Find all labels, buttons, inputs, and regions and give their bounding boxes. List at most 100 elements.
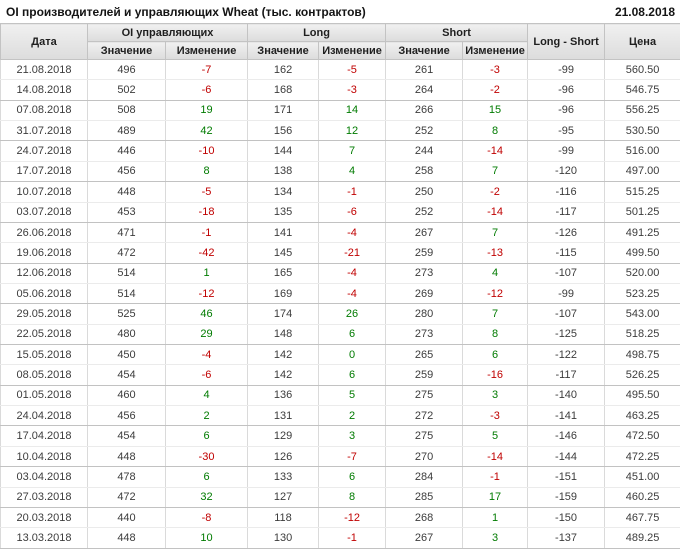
oi-value-cell: 450 [88, 345, 166, 365]
oi-value-cell: 446 [88, 141, 166, 161]
date-cell: 10.07.2018 [1, 182, 88, 202]
short-change-cell: -14 [463, 202, 528, 222]
short-change-cell: 1 [463, 507, 528, 527]
long-change-cell: -5 [319, 60, 386, 80]
date-cell: 07.08.2018 [1, 100, 88, 120]
long-value-cell: 138 [248, 161, 319, 181]
price-cell: 546.75 [605, 80, 680, 100]
long-value-cell: 174 [248, 304, 319, 324]
short-value-cell: 244 [386, 141, 463, 161]
long-change-cell: 6 [319, 467, 386, 487]
date-cell: 05.06.2018 [1, 283, 88, 303]
short-value-cell: 269 [386, 283, 463, 303]
short-value-cell: 285 [386, 487, 463, 507]
price-cell: 556.25 [605, 100, 680, 120]
oi-change-cell: 4 [166, 385, 248, 405]
date-cell: 14.08.2018 [1, 80, 88, 100]
oi-value-cell: 454 [88, 365, 166, 385]
short-value-cell: 273 [386, 263, 463, 283]
short-change-cell: -1 [463, 467, 528, 487]
short-value-cell: 261 [386, 60, 463, 80]
oi-change-cell: -1 [166, 222, 248, 242]
price-cell: 515.25 [605, 182, 680, 202]
long-change-cell: 6 [319, 324, 386, 344]
long-change-cell: 6 [319, 365, 386, 385]
price-cell: 460.25 [605, 487, 680, 507]
page-title: OI производителей и управляющих Wheat (т… [6, 5, 366, 19]
long-value-cell: 169 [248, 283, 319, 303]
short-value-cell: 258 [386, 161, 463, 181]
short-value-cell: 252 [386, 121, 463, 141]
short-value-cell: 270 [386, 446, 463, 466]
oi-change-cell: 6 [166, 467, 248, 487]
oi-change-cell: 29 [166, 324, 248, 344]
short-value-cell: 275 [386, 426, 463, 446]
oi-change-cell: -7 [166, 60, 248, 80]
header-oi-group: OI управляющих [88, 24, 248, 42]
price-cell: 543.00 [605, 304, 680, 324]
oi-change-cell: -12 [166, 283, 248, 303]
long-value-cell: 131 [248, 406, 319, 426]
long-short-cell: -122 [528, 345, 605, 365]
short-change-cell: -13 [463, 243, 528, 263]
oi-value-cell: 448 [88, 528, 166, 548]
date-cell: 13.03.2018 [1, 528, 88, 548]
short-value-cell: 280 [386, 304, 463, 324]
oi-value-cell: 456 [88, 406, 166, 426]
short-change-cell: 8 [463, 324, 528, 344]
price-cell: 516.00 [605, 141, 680, 161]
long-value-cell: 142 [248, 345, 319, 365]
date-cell: 10.04.2018 [1, 446, 88, 466]
price-cell: 467.75 [605, 507, 680, 527]
table-header: Дата OI управляющих Long Short Long - Sh… [1, 24, 680, 60]
oi-change-cell: -42 [166, 243, 248, 263]
short-value-cell: 273 [386, 324, 463, 344]
short-value-cell: 284 [386, 467, 463, 487]
price-cell: 518.25 [605, 324, 680, 344]
short-change-cell: 5 [463, 426, 528, 446]
long-value-cell: 133 [248, 467, 319, 487]
long-short-cell: -146 [528, 426, 605, 446]
oi-change-cell: -18 [166, 202, 248, 222]
oi-change-cell: 46 [166, 304, 248, 324]
long-value-cell: 136 [248, 385, 319, 405]
oi-value-cell: 448 [88, 446, 166, 466]
long-change-cell: -6 [319, 202, 386, 222]
date-cell: 22.05.2018 [1, 324, 88, 344]
oi-change-cell: 42 [166, 121, 248, 141]
oi-table: Дата OI управляющих Long Short Long - Sh… [0, 23, 680, 549]
short-value-cell: 265 [386, 345, 463, 365]
long-short-cell: -99 [528, 283, 605, 303]
short-value-cell: 275 [386, 385, 463, 405]
short-change-cell: -3 [463, 406, 528, 426]
header-long-short: Long - Short [528, 24, 605, 60]
long-short-cell: -137 [528, 528, 605, 548]
long-change-cell: 3 [319, 426, 386, 446]
long-change-cell: 5 [319, 385, 386, 405]
oi-change-cell: 10 [166, 528, 248, 548]
date-cell: 01.05.2018 [1, 385, 88, 405]
oi-value-cell: 454 [88, 426, 166, 446]
header-short-change: Изменение [463, 42, 528, 60]
oi-value-cell: 496 [88, 60, 166, 80]
header-price: Цена [605, 24, 680, 60]
price-cell: 489.25 [605, 528, 680, 548]
long-value-cell: 126 [248, 446, 319, 466]
long-change-cell: -7 [319, 446, 386, 466]
long-change-cell: 0 [319, 345, 386, 365]
oi-change-cell: -8 [166, 507, 248, 527]
oi-value-cell: 489 [88, 121, 166, 141]
long-value-cell: 141 [248, 222, 319, 242]
short-value-cell: 264 [386, 80, 463, 100]
oi-change-cell: -6 [166, 80, 248, 100]
date-cell: 24.07.2018 [1, 141, 88, 161]
